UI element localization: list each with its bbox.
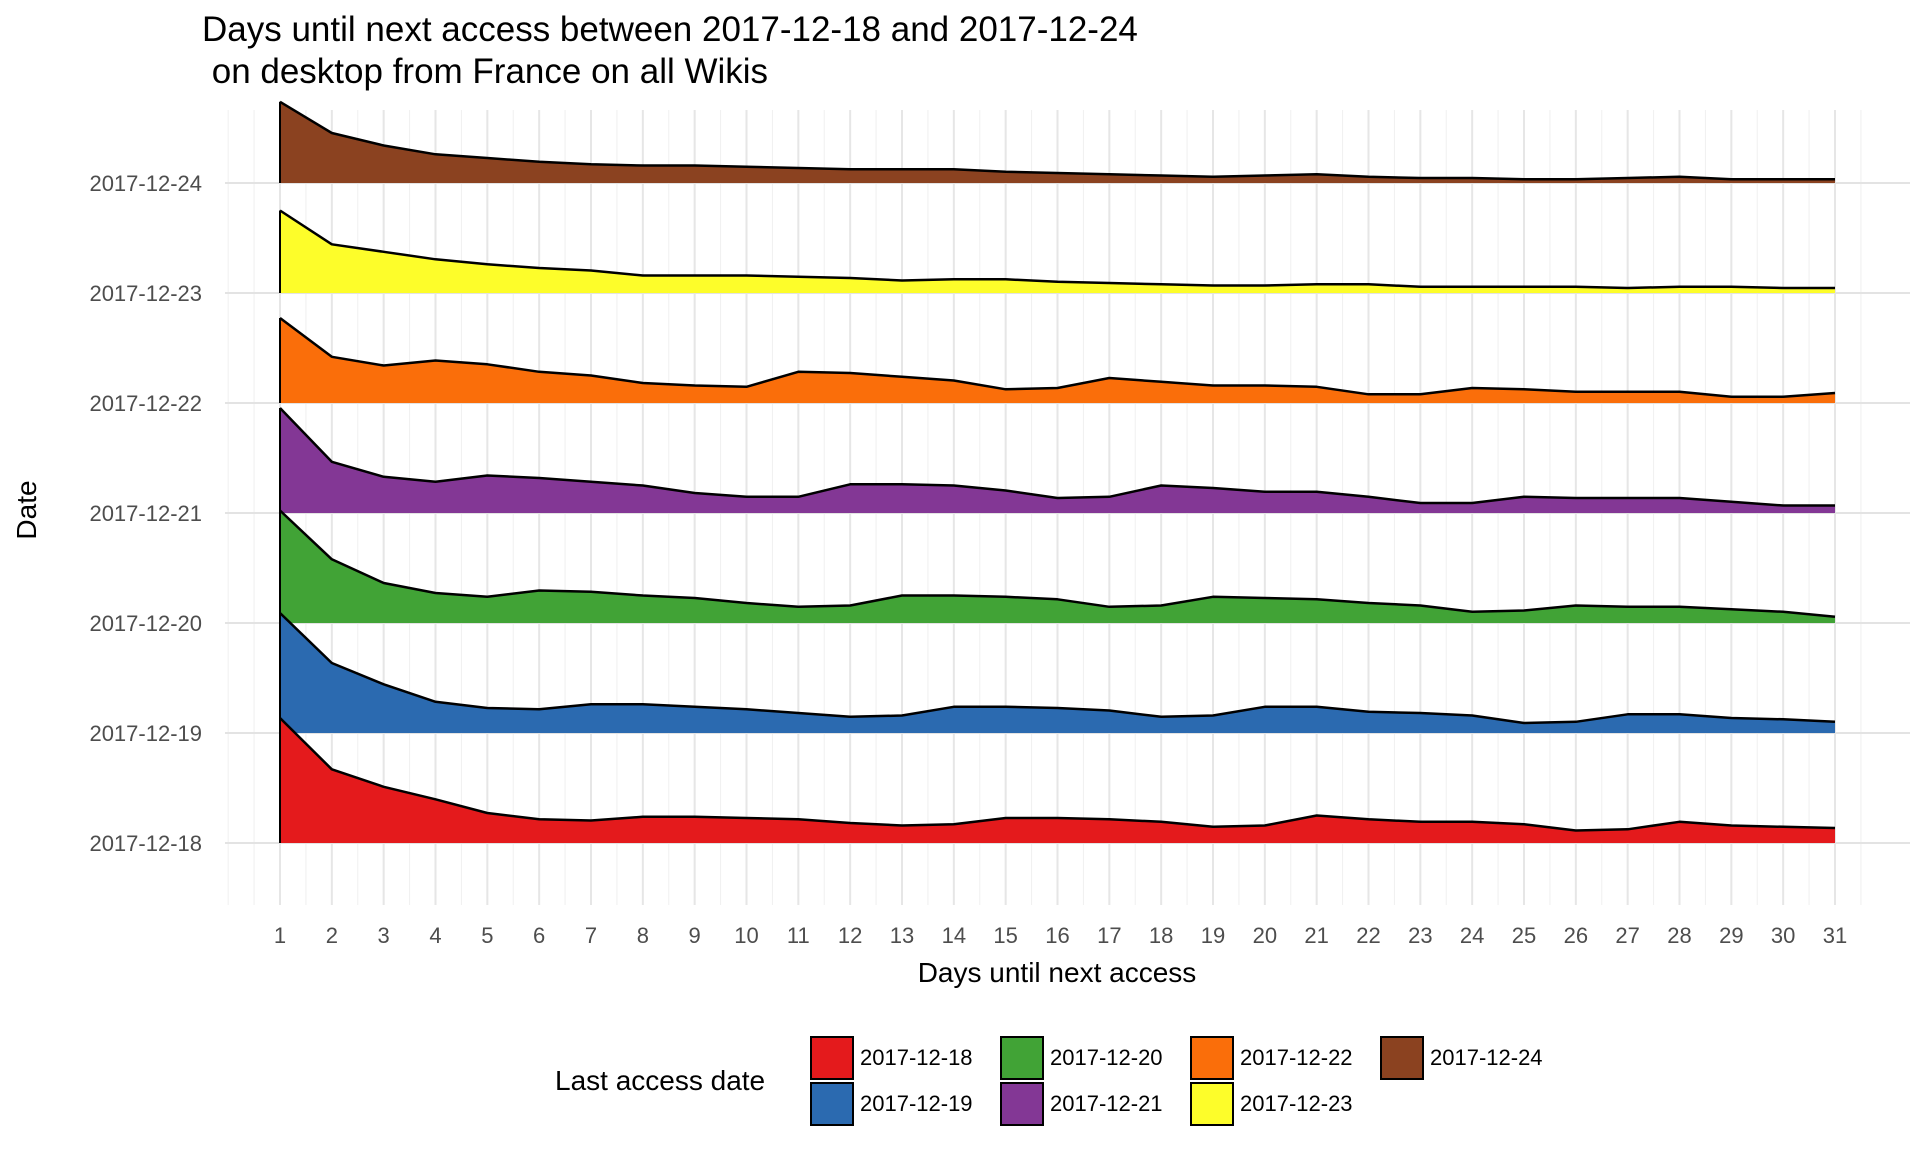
y-tick-label: 2017-12-18	[89, 831, 202, 856]
x-tick-label: 18	[1149, 923, 1173, 948]
x-tick-labels: 1 2 3 4 5 6 7 8 9 10 11 12 13 14 15 16 17 18 19 20 21 22 23 24 2…	[274, 923, 1847, 948]
x-tick-label: 8	[637, 923, 649, 948]
ridge-line-2017-12-22	[279, 316, 1836, 399]
ridges	[279, 100, 1836, 843]
x-tick-label: 31	[1823, 923, 1847, 948]
x-tick-label: 3	[378, 923, 390, 948]
x-tick-label: 21	[1304, 923, 1328, 948]
x-tick-label: 5	[481, 923, 493, 948]
x-tick-label: 1	[274, 923, 286, 948]
x-tick-label: 4	[429, 923, 441, 948]
x-tick-label: 27	[1615, 923, 1639, 948]
x-tick-label: 23	[1408, 923, 1432, 948]
legend-item: 2017-12-21	[1000, 1082, 1163, 1126]
x-tick-label: 28	[1667, 923, 1691, 948]
y-tick-label: 2017-12-19	[89, 721, 202, 746]
legend-item: 2017-12-24	[1380, 1036, 1543, 1080]
ridge-area-2017-12-22	[280, 318, 1835, 403]
legend-label: 2017-12-20	[1050, 1045, 1163, 1070]
legend-swatch	[1000, 1036, 1044, 1080]
legend-item: 2017-12-18	[810, 1036, 973, 1080]
legend-label: 2017-12-19	[860, 1091, 973, 1116]
x-tick-label: 7	[585, 923, 597, 948]
legend-item: 2017-12-22	[1190, 1036, 1353, 1080]
ridge-line-2017-12-18	[279, 717, 1836, 832]
y-tick-label: 2017-12-21	[89, 501, 202, 526]
x-tick-label: 15	[993, 923, 1017, 948]
ridge-line-2017-12-19	[279, 612, 1836, 725]
y-tick-label: 2017-12-20	[89, 611, 202, 636]
chart-title-line-2: on desktop from France on all Wikis	[202, 52, 769, 91]
ridge-line-2017-12-20	[279, 509, 1836, 619]
legend-swatch	[810, 1036, 854, 1080]
ridge-area-2017-12-23	[280, 210, 1835, 293]
legend-swatch	[1190, 1036, 1234, 1080]
x-tick-label: 14	[942, 923, 966, 948]
x-tick-label: 30	[1771, 923, 1795, 948]
x-tick-label: 12	[838, 923, 862, 948]
x-tick-label: 10	[734, 923, 758, 948]
x-tick-label: 13	[890, 923, 914, 948]
x-tick-label: 2	[326, 923, 338, 948]
legend-label: 2017-12-22	[1240, 1045, 1353, 1070]
legend-label: 2017-12-23	[1240, 1091, 1353, 1116]
y-tick-label: 2017-12-24	[89, 171, 202, 196]
legend-swatch	[810, 1082, 854, 1126]
ridge-area-2017-12-21	[280, 408, 1835, 513]
x-tick-label: 17	[1097, 923, 1121, 948]
legend-label: 2017-12-24	[1430, 1045, 1543, 1070]
x-axis-title: Days until next access	[918, 957, 1197, 988]
x-tick-label: 6	[533, 923, 545, 948]
y-axis-title: Date	[11, 480, 42, 539]
chart-title-line-1: Days until next access between 2017-12-1…	[202, 10, 1138, 49]
x-tick-label: 25	[1512, 923, 1536, 948]
x-tick-label: 20	[1253, 923, 1277, 948]
legend-item: 2017-12-20	[1000, 1036, 1163, 1080]
x-tick-label: 24	[1460, 923, 1484, 948]
y-tick-label: 2017-12-23	[89, 281, 202, 306]
ridge-area-2017-12-24	[280, 101, 1835, 183]
ridge-line-2017-12-21	[279, 407, 1835, 507]
x-tick-label: 9	[689, 923, 701, 948]
legend-swatch	[1000, 1082, 1044, 1126]
legend-item: 2017-12-23	[1190, 1082, 1353, 1126]
y-tick-labels: 2017-12-18 2017-12-19 2017-12-20 2017-12-21…	[89, 171, 202, 856]
legend-swatch	[1380, 1036, 1424, 1080]
x-tick-label: 26	[1564, 923, 1588, 948]
legend-title: Last access date	[555, 1065, 766, 1096]
legend-swatch	[1190, 1082, 1234, 1126]
x-tick-label: 16	[1045, 923, 1069, 948]
ridge-line-2017-12-24	[279, 100, 1835, 181]
ridge-line-2017-12-23	[279, 209, 1835, 290]
legend-label: 2017-12-21	[1050, 1091, 1163, 1116]
y-tick-label: 2017-12-22	[89, 391, 202, 416]
x-tick-label: 29	[1719, 923, 1743, 948]
legend-item: 2017-12-19	[810, 1082, 973, 1126]
x-tick-label: 22	[1356, 923, 1380, 948]
x-tick-label: 19	[1201, 923, 1225, 948]
x-tick-label: 11	[787, 923, 810, 948]
legend-label: 2017-12-18	[860, 1045, 973, 1070]
